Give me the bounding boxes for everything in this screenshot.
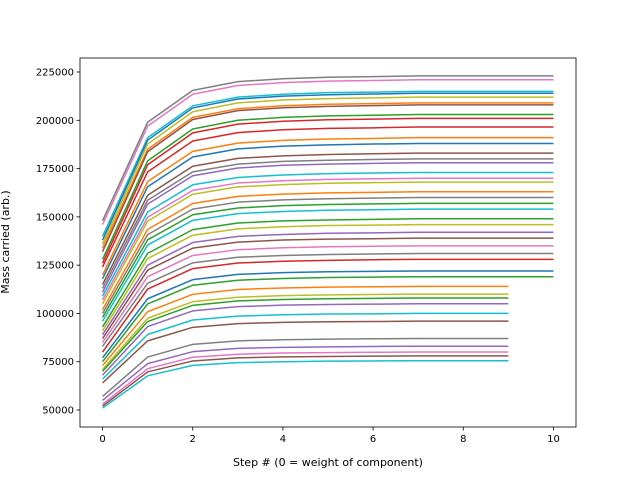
series-line bbox=[102, 355, 509, 407]
series-line bbox=[102, 360, 509, 409]
x-tick-label: 8 bbox=[460, 434, 466, 445]
series-line bbox=[101, 252, 554, 347]
y-tick-label: 150000 bbox=[36, 212, 74, 223]
y-tick-label: 125000 bbox=[36, 261, 74, 272]
series-line bbox=[101, 231, 554, 336]
series-line bbox=[101, 223, 554, 332]
y-tick-label: 175000 bbox=[36, 164, 74, 175]
series-line bbox=[101, 237, 554, 339]
series-line bbox=[102, 345, 509, 401]
y-axis-label: Mass carried (arb.) bbox=[0, 190, 12, 293]
series-line bbox=[101, 191, 554, 310]
series-line bbox=[101, 202, 554, 318]
series-line bbox=[101, 258, 554, 353]
series-line bbox=[101, 196, 554, 314]
series-line bbox=[101, 113, 554, 260]
series-line bbox=[101, 96, 554, 245]
series-line bbox=[101, 245, 554, 343]
series-line bbox=[102, 320, 509, 384]
series-line bbox=[101, 117, 554, 264]
y-tick-label: 200000 bbox=[36, 116, 74, 127]
y-tick-label: 100000 bbox=[36, 309, 74, 320]
x-tick-label: 4 bbox=[280, 434, 286, 445]
series-line bbox=[101, 136, 554, 276]
series-line bbox=[101, 75, 554, 222]
series-line bbox=[102, 312, 509, 380]
series-line bbox=[101, 270, 554, 359]
series-line bbox=[101, 208, 554, 322]
x-tick-label: 6 bbox=[370, 434, 376, 445]
series-line bbox=[101, 297, 509, 372]
series-line bbox=[101, 171, 554, 297]
x-tick-label: 2 bbox=[190, 434, 196, 445]
series-line bbox=[101, 177, 554, 301]
series-line bbox=[101, 218, 554, 328]
axes-frame bbox=[79, 57, 577, 428]
x-tick-label: 10 bbox=[547, 434, 560, 445]
series-line bbox=[101, 126, 554, 268]
x-tick-label: 0 bbox=[99, 434, 105, 445]
series-line bbox=[101, 152, 554, 285]
series-line bbox=[101, 293, 509, 370]
series-line bbox=[101, 90, 554, 237]
y-tick-label: 50000 bbox=[42, 406, 74, 417]
series-line bbox=[101, 78, 554, 225]
x-axis-label: Step # (0 = weight of component) bbox=[233, 456, 423, 469]
y-tick-label: 225000 bbox=[36, 68, 74, 79]
series-line bbox=[101, 158, 554, 289]
series-line bbox=[101, 104, 554, 252]
series-line bbox=[101, 285, 509, 367]
series-line bbox=[102, 351, 509, 405]
series-line bbox=[101, 102, 554, 249]
series-line bbox=[101, 181, 554, 305]
series-line bbox=[102, 337, 509, 398]
series-line bbox=[101, 142, 554, 280]
series-line bbox=[101, 92, 554, 241]
series-line bbox=[101, 162, 554, 293]
y-tick-label: 75000 bbox=[42, 357, 74, 368]
series-line bbox=[101, 275, 554, 363]
series-line bbox=[101, 303, 509, 376]
